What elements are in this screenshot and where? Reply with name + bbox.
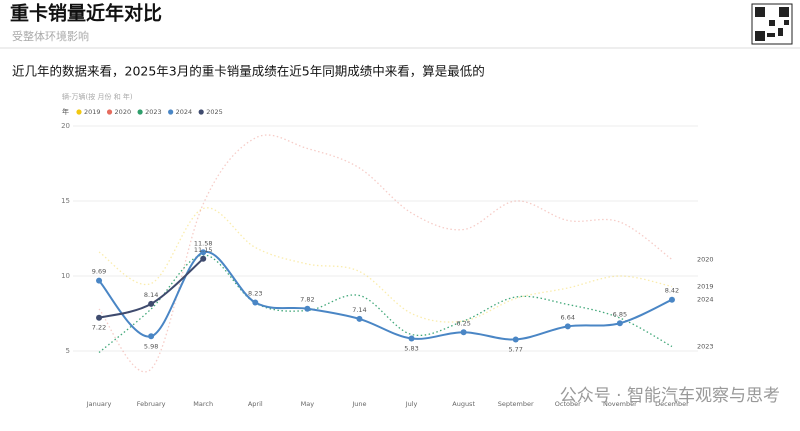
x-tick-label: January (86, 400, 112, 408)
y-tick-label: 5 (66, 347, 70, 355)
data-label: 9.69 (92, 268, 106, 276)
y-tick-label: 20 (61, 122, 70, 130)
point (252, 299, 259, 306)
x-tick-label: December (655, 400, 689, 408)
data-label: 8.42 (665, 287, 679, 295)
data-label: 7.82 (300, 296, 314, 304)
series-line (98, 254, 673, 353)
point (564, 323, 571, 330)
series-line (98, 207, 673, 323)
legend-dot (198, 109, 204, 115)
point (96, 277, 103, 284)
data-label: 6.25 (456, 319, 470, 327)
x-tick-label: February (137, 400, 166, 408)
data-label: 5.98 (144, 342, 158, 350)
legend-label: 2020 (115, 108, 132, 116)
point (616, 320, 623, 327)
point (460, 329, 467, 336)
subtitle: 受整体环境影响 (12, 29, 89, 43)
end-label: 2024 (697, 296, 714, 304)
legend-label: 2023 (145, 108, 162, 116)
series-line (98, 257, 204, 319)
point (512, 336, 519, 343)
legend-label: 2025 (206, 108, 223, 116)
end-label: 2023 (697, 343, 714, 351)
y-tick-label: 15 (61, 197, 70, 205)
legend-label: 2019 (84, 108, 101, 116)
x-tick-label: June (351, 400, 366, 408)
point (356, 315, 363, 322)
data-label: 5.83 (404, 345, 418, 353)
data-label: 8.14 (144, 291, 158, 299)
legend-title: 年 (62, 107, 69, 116)
data-label: 7.14 (352, 306, 366, 314)
series-line (98, 134, 673, 373)
legend-dot (106, 109, 113, 115)
end-label: 2020 (697, 256, 714, 264)
data-label: 11.58 (194, 239, 213, 247)
x-tick-label: August (452, 400, 475, 408)
legend-dot (168, 109, 174, 115)
y-tick-label: 10 (61, 272, 70, 280)
data-label: 7.22 (92, 324, 106, 332)
x-tick-label: April (248, 400, 263, 408)
point (668, 296, 675, 303)
data-label: 8.23 (248, 290, 262, 298)
watermark: 公众号 · 智能汽车观察与思考 (560, 386, 780, 406)
point (148, 333, 155, 340)
data-label: 6.85 (613, 310, 627, 318)
summary: 近几年的数据来看，2025年3月的重卡销量成绩在近5年同期成绩中来看，算是最低的 (12, 64, 485, 79)
axis-title: 辆-万辆(按 月份 和 年) (62, 92, 133, 101)
point (200, 255, 207, 262)
legend-dot (76, 109, 82, 115)
x-tick-label: May (301, 400, 315, 408)
data-label: 11.15 (194, 246, 213, 254)
point (96, 314, 103, 321)
data-label: 6.64 (561, 313, 575, 321)
point (304, 305, 311, 312)
x-tick-label: October (555, 400, 581, 408)
point (408, 335, 415, 342)
end-label: 2019 (697, 283, 714, 291)
point (200, 249, 207, 256)
qr-code (751, 3, 793, 45)
legend-label: 2024 (176, 108, 193, 116)
data-label: 5.77 (508, 345, 522, 353)
title: 重卡销量近年对比 (10, 2, 162, 25)
point (148, 300, 155, 307)
x-tick-label: March (193, 400, 213, 408)
x-tick-label: July (405, 400, 418, 408)
x-tick-label: November (603, 400, 637, 408)
legend-dot (137, 109, 143, 115)
x-tick-label: September (498, 400, 534, 408)
